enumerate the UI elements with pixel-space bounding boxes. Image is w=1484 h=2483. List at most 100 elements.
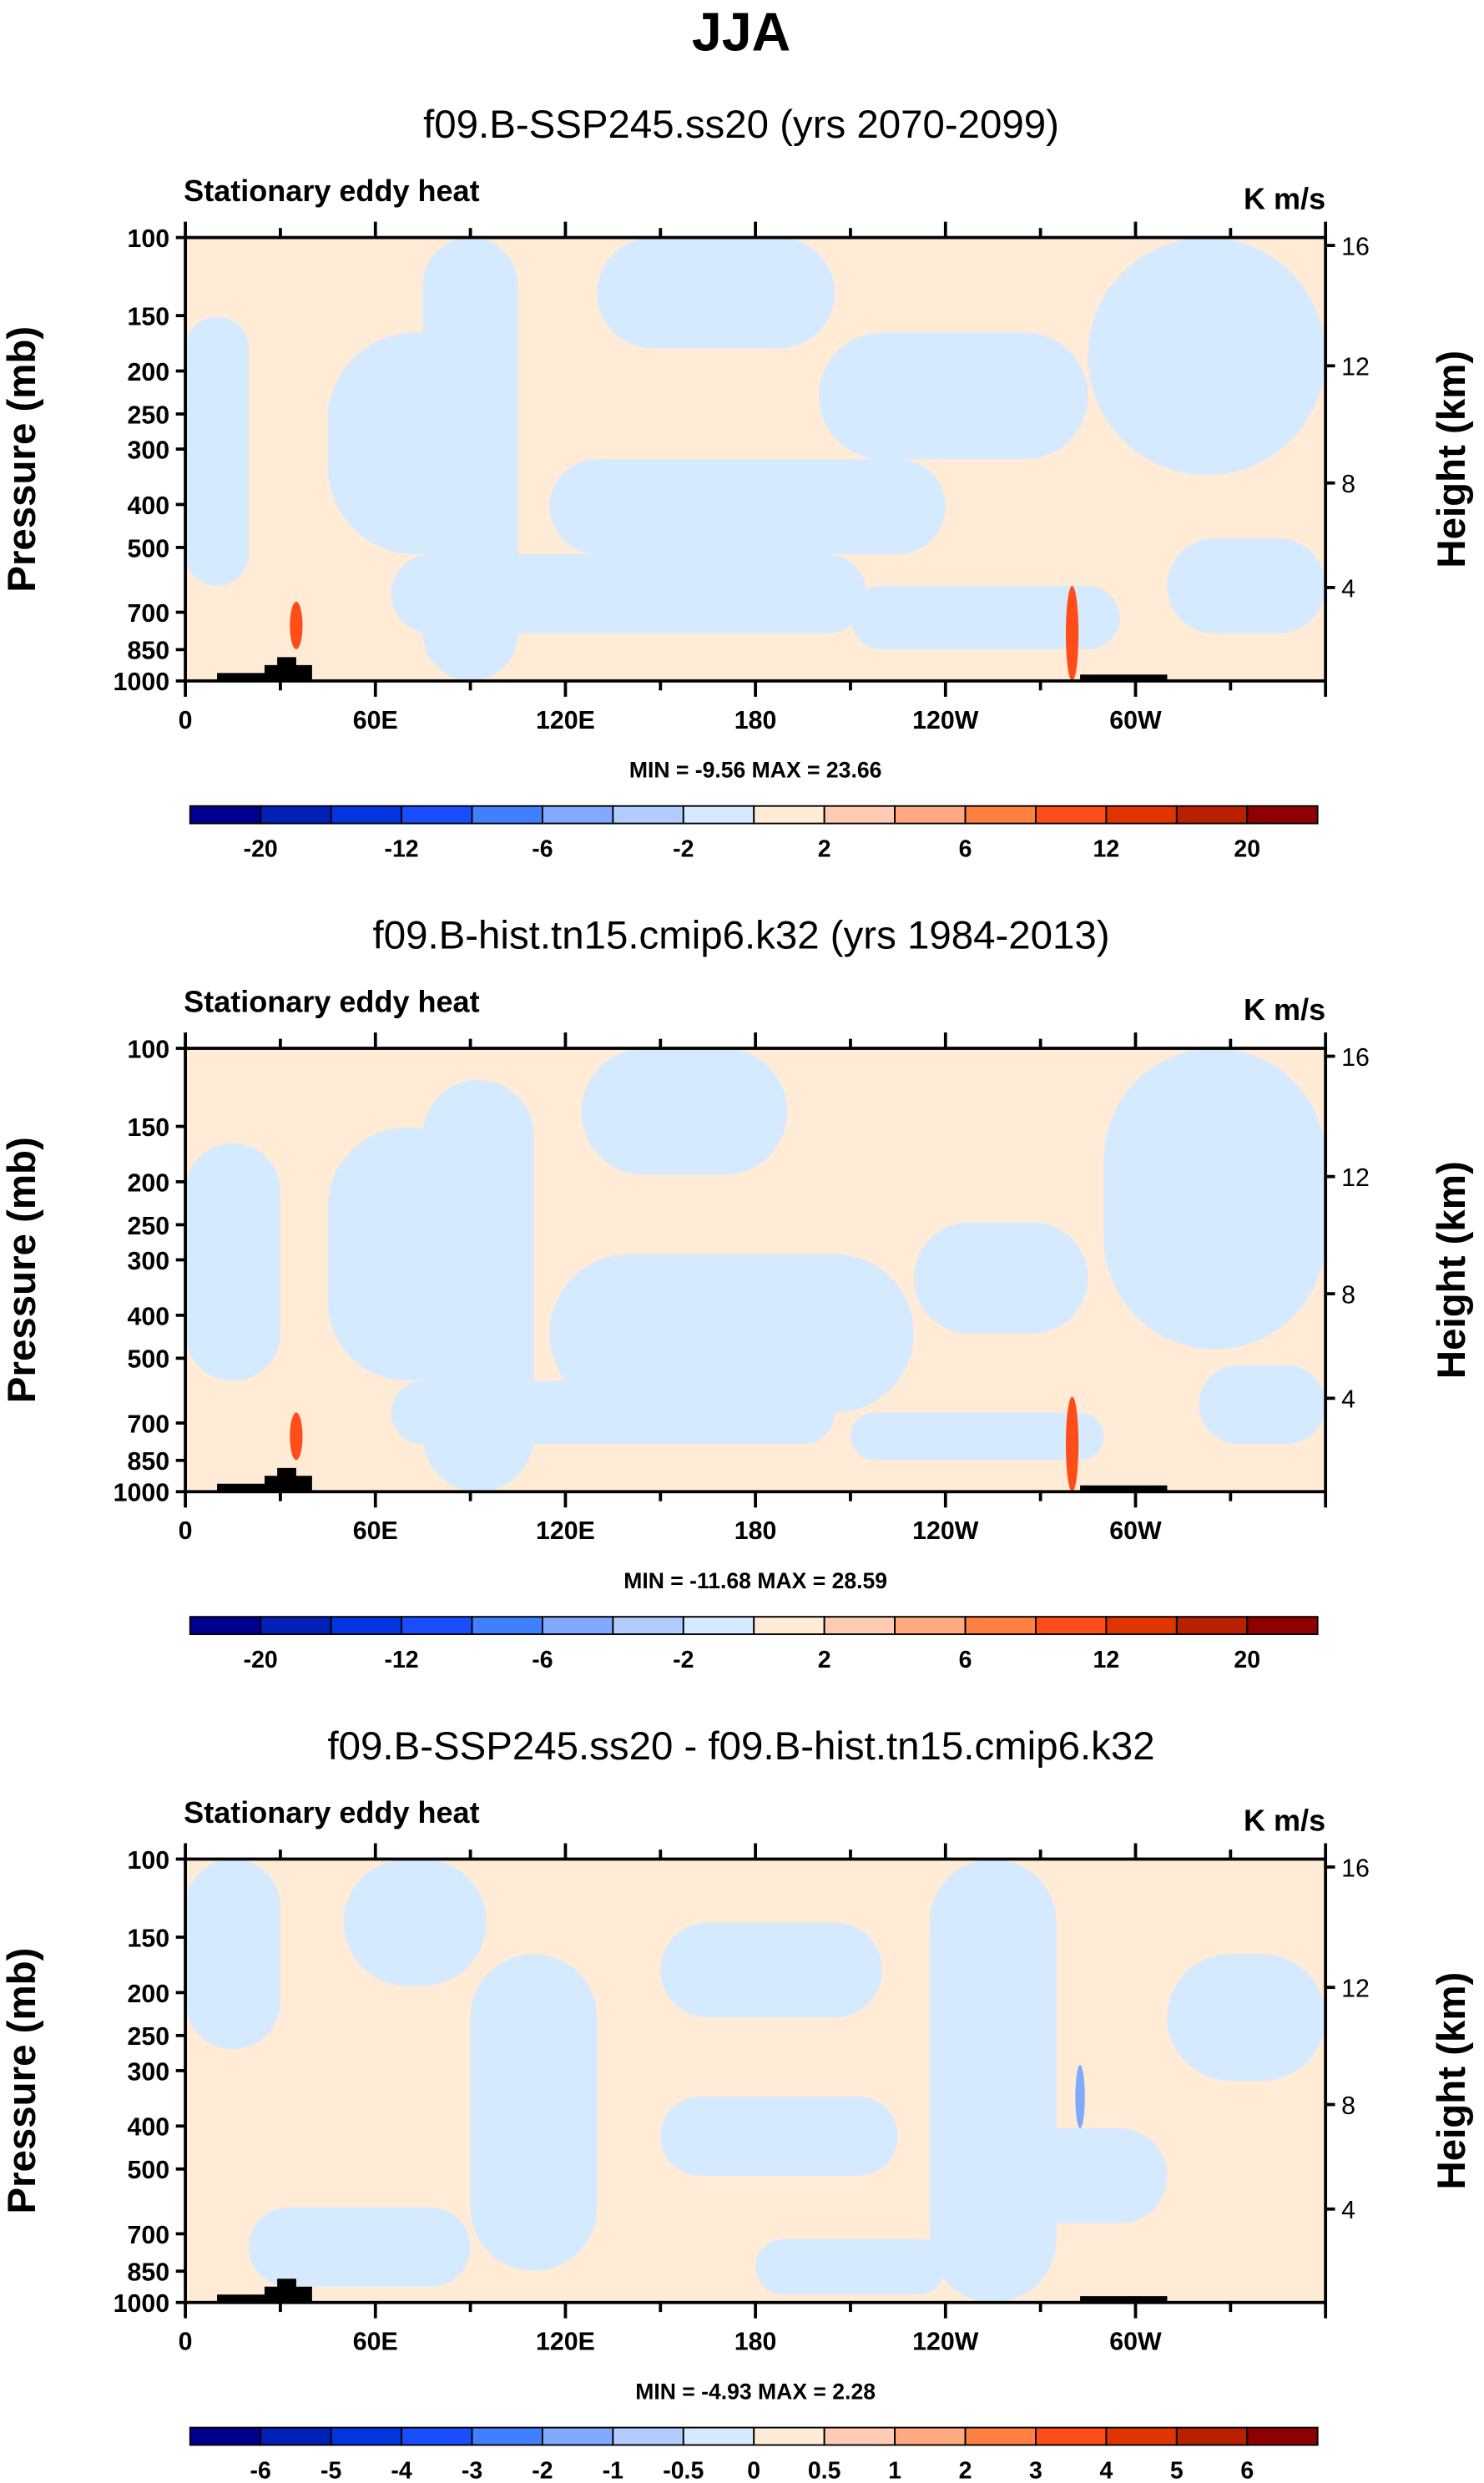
y-right-tick-label: 16 xyxy=(1341,1044,1370,1072)
negative-region xyxy=(850,586,1120,649)
colorbar-label: -20 xyxy=(244,1647,278,1673)
x-tick-label: 0 xyxy=(179,1517,193,1545)
units-label: K m/s xyxy=(1244,992,1325,1027)
left-label: Stationary eddy heat xyxy=(184,984,479,1018)
colorbar-box xyxy=(260,1616,332,1635)
y-tick-label: 700 xyxy=(127,600,169,628)
negative-region xyxy=(929,1859,1057,2303)
colorbar-label: -2 xyxy=(532,2457,553,2483)
extreme-region xyxy=(290,601,303,649)
colorbar-box xyxy=(260,805,332,825)
contour-field xyxy=(185,1859,1326,2303)
colorbar-label: 3 xyxy=(1029,2457,1042,2483)
colorbar-label: 2 xyxy=(818,1647,831,1673)
colorbar-box xyxy=(1035,805,1108,825)
colorbar-box xyxy=(330,1616,403,1635)
negative-region xyxy=(185,316,249,587)
colorbar-label: 5 xyxy=(1170,2457,1184,2483)
negative-region xyxy=(1199,1365,1326,1445)
y-tick-label: 700 xyxy=(127,2222,169,2249)
negative-region xyxy=(913,1222,1088,1334)
y-tick-label: 400 xyxy=(127,1303,169,1330)
colorbar-box xyxy=(471,2426,543,2446)
colorbar-label: -0.5 xyxy=(663,2457,704,2483)
colorbar-label: 4 xyxy=(1099,2457,1113,2483)
colorbar-box xyxy=(471,1616,543,1635)
negative-region xyxy=(391,1380,835,1445)
topography-africa xyxy=(217,2279,312,2303)
y-right-tick-label: 8 xyxy=(1341,471,1355,498)
colorbar-box xyxy=(823,2426,896,2446)
y-tick-label: 100 xyxy=(127,1036,169,1063)
colorbar-label: -2 xyxy=(673,1647,694,1673)
y-right-tick-label: 12 xyxy=(1341,354,1370,381)
colorbar-box xyxy=(1035,1616,1108,1635)
y-right-tick-label: 4 xyxy=(1341,2197,1355,2224)
contour-field xyxy=(185,237,1326,681)
colorbar-box xyxy=(1246,805,1319,825)
negative-region xyxy=(248,2207,471,2287)
colorbar-box xyxy=(1035,2426,1108,2446)
x-tick-label: 120E xyxy=(536,2329,595,2356)
colorbar-box xyxy=(1175,805,1249,825)
colorbar-box xyxy=(541,2426,614,2446)
panel-2: f09.B-hist.tn15.cmip6.k32 (yrs 1984-2013… xyxy=(0,913,1474,1673)
x-tick-label: 60E xyxy=(353,2329,398,2356)
y-right-tick-label: 12 xyxy=(1341,1976,1370,2003)
colorbar-label: 12 xyxy=(1093,835,1120,862)
y-tick-label: 250 xyxy=(127,1213,169,1240)
topography-americas xyxy=(1080,1485,1168,1492)
y-tick-label: 200 xyxy=(127,359,169,386)
units-label: K m/s xyxy=(1244,181,1325,215)
panel-title: f09.B-SSP245.ss20 - f09.B-hist.tn15.cmip… xyxy=(327,1724,1154,1769)
colorbar-box xyxy=(823,1616,896,1635)
y-tick-label: 850 xyxy=(127,2259,169,2287)
colorbar-box xyxy=(894,1616,967,1635)
x-tick-label: 0 xyxy=(179,2329,193,2356)
negative-region xyxy=(185,1143,280,1381)
colorbar-box xyxy=(260,2426,332,2446)
colorbar-box xyxy=(1105,2426,1178,2446)
negative-region xyxy=(1103,1048,1326,1350)
colorbar-box xyxy=(330,2426,403,2446)
colorbar-box xyxy=(401,2426,473,2446)
colorbar-box xyxy=(1105,805,1178,825)
y-tick-label: 100 xyxy=(127,1847,169,1875)
colorbar-box xyxy=(964,805,1037,825)
y-tick-label: 850 xyxy=(127,638,169,665)
colorbar-label: 6 xyxy=(959,835,972,862)
colorbar-label: -6 xyxy=(532,835,553,862)
y-right-tick-label: 16 xyxy=(1341,233,1370,260)
y-tick-label: 250 xyxy=(127,401,169,429)
y-right-tick-label: 4 xyxy=(1341,1386,1355,1414)
colorbar-box xyxy=(612,2426,684,2446)
negative-region xyxy=(850,1412,1104,1461)
x-tick-label: 60E xyxy=(353,1517,398,1545)
negative-region xyxy=(391,554,866,633)
panel-title: f09.B-SSP245.ss20 (yrs 2070-2099) xyxy=(423,103,1059,147)
x-tick-label: 0 xyxy=(179,707,193,734)
panel-1: f09.B-SSP245.ss20 (yrs 2070-2099) Station… xyxy=(0,103,1474,862)
negative-region xyxy=(597,237,835,349)
colorbar-label: 2 xyxy=(818,835,831,862)
colorbar-box xyxy=(1175,2426,1249,2446)
y-tick-label: 400 xyxy=(127,2114,169,2142)
y-tick-label: 300 xyxy=(127,437,169,464)
negative-region xyxy=(945,2128,1168,2223)
y-tick-label: 100 xyxy=(127,225,169,253)
min-max-label: MIN = -9.56 MAX = 23.66 xyxy=(629,758,881,783)
colorbar-box xyxy=(1105,1616,1178,1635)
y-tick-label: 850 xyxy=(127,1448,169,1476)
colorbar-box xyxy=(401,1616,473,1635)
colorbar-label: -12 xyxy=(385,1647,419,1673)
x-tick-label: 60W xyxy=(1109,707,1162,734)
colorbar-box xyxy=(471,805,543,825)
x-tick-label: 120W xyxy=(912,707,979,734)
colorbar-label: 0 xyxy=(747,2457,760,2483)
colorbar-box xyxy=(894,2426,967,2446)
colorbar-label: 20 xyxy=(1234,835,1260,862)
y-right-tick-label: 4 xyxy=(1341,575,1355,603)
x-tick-label: 120E xyxy=(536,1517,595,1545)
colorbar-box xyxy=(753,1616,825,1635)
x-tick-label: 60W xyxy=(1109,2329,1162,2356)
